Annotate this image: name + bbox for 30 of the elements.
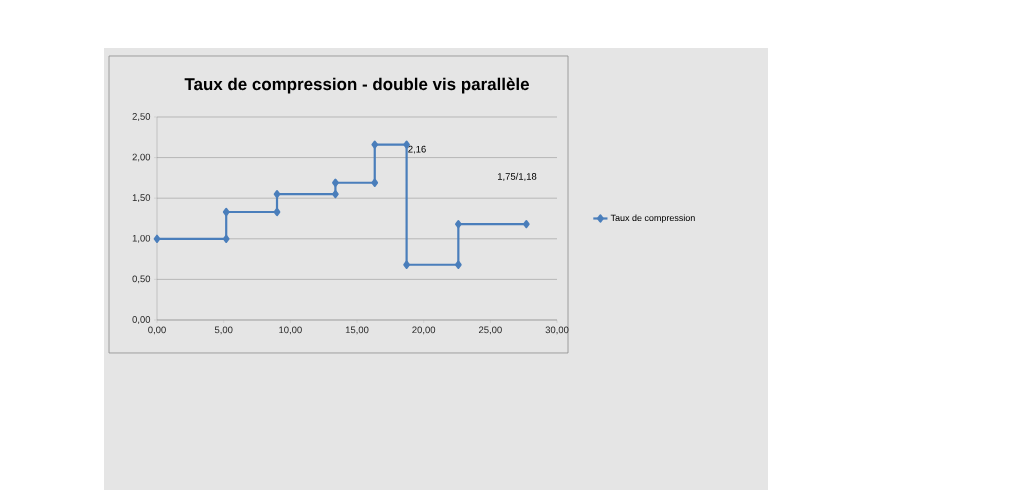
y-tick-label: 0,50 [132,275,151,284]
x-tick-label: 30,00 [545,326,569,335]
point [455,220,462,229]
y-tick-label: 0,00 [132,316,151,324]
y-tick-label: 2,00 [132,153,151,162]
point [371,178,379,187]
x-tick-label: 20,00 [412,326,436,335]
x-tick-label: 0,00 [148,326,166,335]
x-tick-label: 5,00 [214,326,233,335]
chart-title: Taux de compression - double vis parallèle [184,77,529,94]
y-tick-label: 1,00 [132,234,151,243]
x-tick-label: 15,00 [345,326,369,335]
y-tick-label: 1,50 [132,194,151,203]
point [371,140,379,149]
point [332,178,339,187]
point [273,207,281,217]
point [522,220,530,229]
point [332,190,339,199]
annotation: 2,16 [408,145,426,154]
point [153,234,161,243]
point [222,207,230,217]
y-tick-label: 2,50 [132,113,151,121]
x-tick-label: 25,00 [478,326,502,335]
point [222,234,230,243]
point [273,190,281,199]
annotation: 1,75/1,18 [497,172,537,181]
point [403,260,410,269]
legend-label: Taux de compression [610,214,695,223]
point [455,260,462,269]
x-tick-label: 10,00 [279,326,302,335]
